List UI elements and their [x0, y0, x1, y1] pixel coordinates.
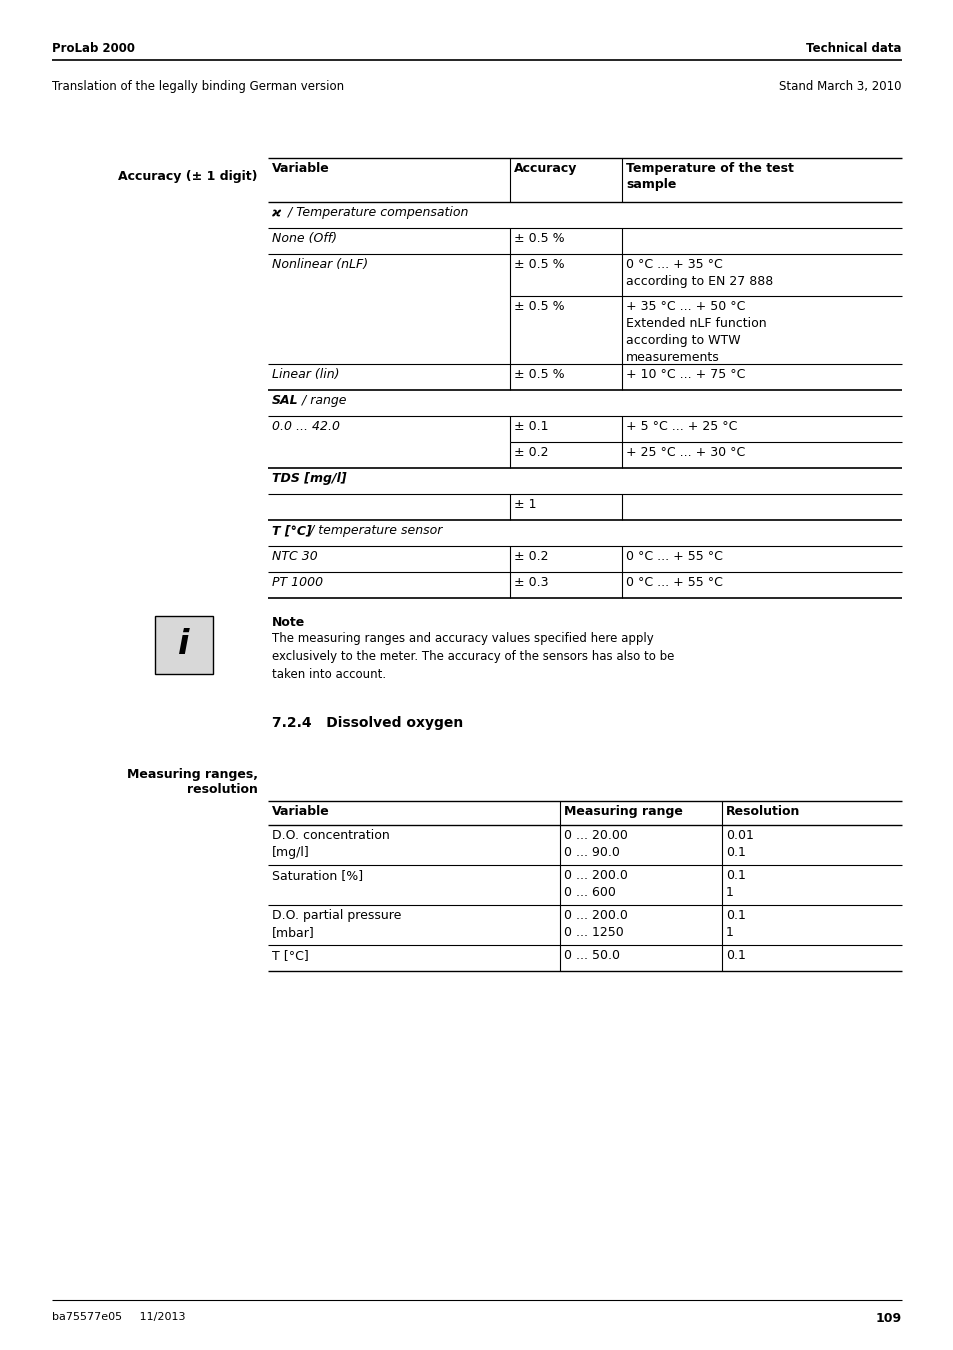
Text: + 25 °C ... + 30 °C: + 25 °C ... + 30 °C: [625, 446, 744, 459]
Text: Temperature of the test
sample: Temperature of the test sample: [625, 162, 793, 190]
Text: Stand March 3, 2010: Stand March 3, 2010: [779, 80, 901, 93]
Text: SAL: SAL: [272, 394, 298, 406]
Text: ± 0.3: ± 0.3: [514, 576, 548, 589]
Text: 0.01
0.1: 0.01 0.1: [725, 829, 753, 859]
Text: ± 0.5 %: ± 0.5 %: [514, 258, 564, 271]
Text: 0.1
1: 0.1 1: [725, 909, 745, 940]
Text: + 5 °C ... + 25 °C: + 5 °C ... + 25 °C: [625, 420, 737, 433]
Text: Linear (lin): Linear (lin): [272, 369, 339, 381]
Text: 109: 109: [875, 1312, 901, 1324]
Text: i: i: [178, 629, 190, 662]
Text: PT 1000: PT 1000: [272, 576, 323, 589]
Text: Measuring range: Measuring range: [563, 805, 682, 818]
Text: Note: Note: [272, 616, 305, 629]
Text: ϰ: ϰ: [272, 207, 281, 219]
Text: 0.0 ... 42.0: 0.0 ... 42.0: [272, 420, 339, 433]
Text: ± 0.5 %: ± 0.5 %: [514, 369, 564, 381]
Text: 0 °C ... + 55 °C: 0 °C ... + 55 °C: [625, 549, 722, 563]
Text: ba75577e05     11/2013: ba75577e05 11/2013: [52, 1312, 185, 1322]
Text: + 10 °C ... + 75 °C: + 10 °C ... + 75 °C: [625, 369, 744, 381]
FancyBboxPatch shape: [154, 616, 213, 674]
Text: Saturation [%]: Saturation [%]: [272, 869, 363, 882]
Text: 7.2.4   Dissolved oxygen: 7.2.4 Dissolved oxygen: [272, 716, 463, 730]
Text: 0 ... 20.00
0 ... 90.0: 0 ... 20.00 0 ... 90.0: [563, 829, 627, 859]
Text: / range: / range: [297, 394, 346, 406]
Text: 0 °C ... + 35 °C
according to EN 27 888: 0 °C ... + 35 °C according to EN 27 888: [625, 258, 773, 288]
Text: 0 ... 200.0
0 ... 1250: 0 ... 200.0 0 ... 1250: [563, 909, 627, 940]
Text: / Temperature compensation: / Temperature compensation: [284, 207, 468, 219]
Text: Translation of the legally binding German version: Translation of the legally binding Germa…: [52, 80, 344, 93]
Text: ProLab 2000: ProLab 2000: [52, 42, 135, 55]
Text: ± 0.2: ± 0.2: [514, 446, 548, 459]
Text: + 35 °C ... + 50 °C
Extended nLF function
according to WTW
measurements: + 35 °C ... + 50 °C Extended nLF functio…: [625, 300, 766, 364]
Text: T [°C]: T [°C]: [272, 949, 309, 963]
Text: Accuracy: Accuracy: [514, 162, 577, 176]
Text: Nonlinear (nLF): Nonlinear (nLF): [272, 258, 368, 271]
Text: None (Off): None (Off): [272, 232, 336, 244]
Text: Variable: Variable: [272, 162, 330, 176]
Text: resolution: resolution: [187, 783, 257, 796]
Text: 0.1: 0.1: [725, 949, 745, 963]
Text: ± 1: ± 1: [514, 498, 536, 512]
Text: D.O. partial pressure
[mbar]: D.O. partial pressure [mbar]: [272, 909, 401, 940]
Text: 0 °C ... + 55 °C: 0 °C ... + 55 °C: [625, 576, 722, 589]
Text: T [°C]: T [°C]: [272, 524, 312, 537]
Text: Variable: Variable: [272, 805, 330, 818]
Text: Technical data: Technical data: [805, 42, 901, 55]
Text: Accuracy (± 1 digit): Accuracy (± 1 digit): [118, 170, 257, 184]
Text: TDS [mg/l]: TDS [mg/l]: [272, 472, 346, 485]
Text: NTC 30: NTC 30: [272, 549, 317, 563]
Text: 0 ... 50.0: 0 ... 50.0: [563, 949, 619, 963]
Text: / temperature sensor: / temperature sensor: [306, 524, 442, 537]
Text: 0.1
1: 0.1 1: [725, 869, 745, 899]
Text: ± 0.2: ± 0.2: [514, 549, 548, 563]
Text: Resolution: Resolution: [725, 805, 800, 818]
Text: The measuring ranges and accuracy values specified here apply
exclusively to the: The measuring ranges and accuracy values…: [272, 632, 674, 680]
Text: 0 ... 200.0
0 ... 600: 0 ... 200.0 0 ... 600: [563, 869, 627, 899]
Text: ± 0.5 %: ± 0.5 %: [514, 300, 564, 313]
Text: D.O. concentration
[mg/l]: D.O. concentration [mg/l]: [272, 829, 390, 859]
Text: ± 0.1: ± 0.1: [514, 420, 548, 433]
Text: Measuring ranges,: Measuring ranges,: [127, 768, 257, 782]
Text: ± 0.5 %: ± 0.5 %: [514, 232, 564, 244]
